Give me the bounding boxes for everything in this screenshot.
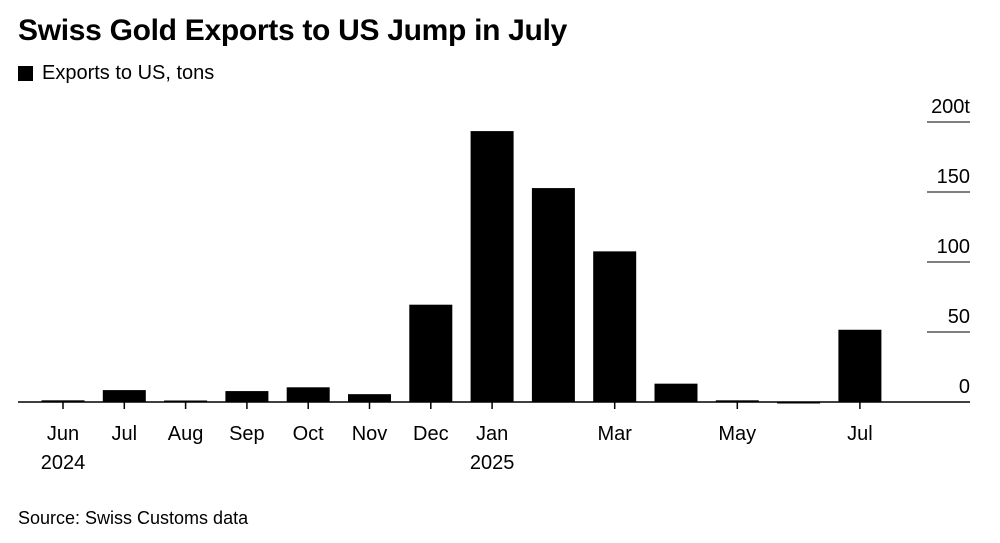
legend: Exports to US, tons (18, 62, 214, 85)
legend-label: Exports to US, tons (42, 62, 215, 84)
bar (531, 188, 575, 402)
bar (41, 400, 85, 402)
y-tick-label: 200t (931, 96, 970, 118)
y-tick-label: 0 (959, 376, 970, 398)
y-axis: 0 50 100 150 200t (927, 96, 970, 398)
source-note: Source: Swiss Customs data (18, 508, 249, 528)
bar (838, 329, 882, 402)
x-tick-label: Sep (229, 423, 265, 445)
x-tick-year-label: 2024 (41, 452, 86, 474)
legend-swatch (18, 66, 33, 81)
bar (348, 394, 391, 402)
x-tick-label: Jun (47, 423, 79, 445)
bar (102, 390, 146, 402)
y-tick-label: 50 (948, 306, 970, 328)
x-tick-label: Mar (597, 423, 632, 445)
x-tick-label: May (718, 423, 756, 445)
x-tick-label: Jan (476, 423, 508, 445)
x-axis: Jun 2024 Jul Aug Sep Oct Nov Dec Jan 2025 Mar May Ju… (41, 402, 873, 474)
x-tick-label: Jul (847, 423, 873, 445)
bar (470, 131, 514, 402)
bars (41, 131, 882, 404)
x-tick-label: Aug (168, 423, 204, 445)
bar (225, 391, 269, 402)
x-tick-year-label: 2025 (470, 452, 515, 474)
y-tick-label: 100 (937, 236, 970, 258)
x-tick-label: Oct (293, 423, 325, 445)
bar (654, 383, 698, 402)
bar (409, 304, 453, 402)
chart-title: Swiss Gold Exports to US Jump in July (18, 14, 567, 47)
y-tick-label: 150 (937, 166, 970, 188)
x-tick-label: Dec (413, 423, 449, 445)
x-tick-label: Nov (352, 423, 388, 445)
bar (715, 400, 759, 402)
bar (593, 251, 637, 402)
x-tick-label: Jul (112, 423, 138, 445)
bar (286, 387, 330, 402)
